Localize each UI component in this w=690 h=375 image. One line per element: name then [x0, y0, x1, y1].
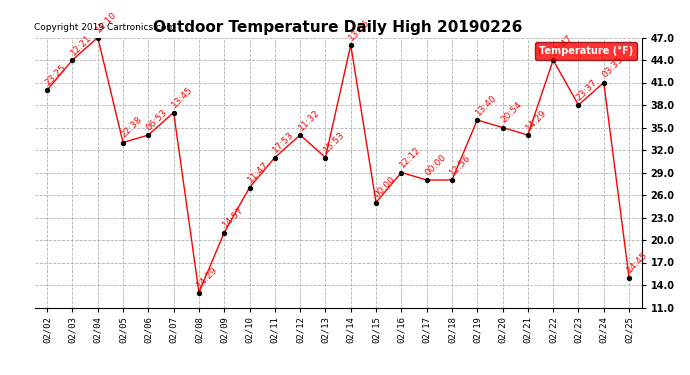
Point [522, 132, 533, 138]
Point [371, 200, 382, 206]
Text: 00:00: 00:00 [423, 153, 448, 177]
Point [92, 34, 104, 40]
Text: 13:40: 13:40 [473, 93, 498, 117]
Point [548, 57, 559, 63]
Point [41, 87, 52, 93]
Point [168, 110, 179, 116]
Text: 12:56: 12:56 [448, 153, 473, 177]
Text: 14:29: 14:29 [195, 265, 220, 290]
Point [193, 290, 204, 296]
Point [421, 177, 432, 183]
Point [598, 80, 609, 86]
Text: 11:10: 11:10 [94, 10, 119, 35]
Text: 14:57: 14:57 [221, 205, 245, 230]
Text: Copyright 2019 Cartronics.com: Copyright 2019 Cartronics.com [34, 23, 176, 32]
Point [117, 140, 128, 146]
Point [67, 57, 78, 63]
Point [143, 132, 154, 138]
Point [295, 132, 306, 138]
Text: 13:45: 13:45 [170, 85, 195, 110]
Legend: Temperature (°F): Temperature (°F) [535, 42, 637, 60]
Text: 11:47: 11:47 [246, 160, 270, 185]
Point [244, 184, 255, 190]
Text: 20:54: 20:54 [499, 100, 524, 125]
Text: 11:32: 11:32 [297, 108, 321, 132]
Text: 00:00: 00:00 [373, 175, 397, 200]
Title: Outdoor Temperature Daily High 20190226: Outdoor Temperature Daily High 20190226 [153, 20, 523, 35]
Text: 13:06: 13:06 [347, 18, 372, 42]
Point [573, 102, 584, 108]
Text: 22:38: 22:38 [119, 115, 144, 140]
Text: 17:53: 17:53 [271, 130, 296, 155]
Point [345, 42, 356, 48]
Point [497, 124, 508, 130]
Text: 06:53: 06:53 [145, 108, 170, 132]
Text: 12:21: 12:21 [69, 33, 93, 57]
Text: 03:35: 03:35 [600, 55, 625, 80]
Point [320, 154, 331, 160]
Point [624, 274, 635, 280]
Point [446, 177, 457, 183]
Text: 12:12: 12:12 [397, 145, 422, 170]
Text: 15:53: 15:53 [322, 130, 346, 155]
Text: 14:29: 14:29 [524, 108, 549, 132]
Text: 23:37: 23:37 [575, 78, 600, 102]
Text: 14:45: 14:45 [625, 250, 650, 275]
Text: 13:47: 13:47 [549, 33, 574, 57]
Point [269, 154, 280, 160]
Point [219, 230, 230, 236]
Point [472, 117, 483, 123]
Text: 23:25: 23:25 [43, 63, 68, 87]
Point [396, 170, 407, 176]
